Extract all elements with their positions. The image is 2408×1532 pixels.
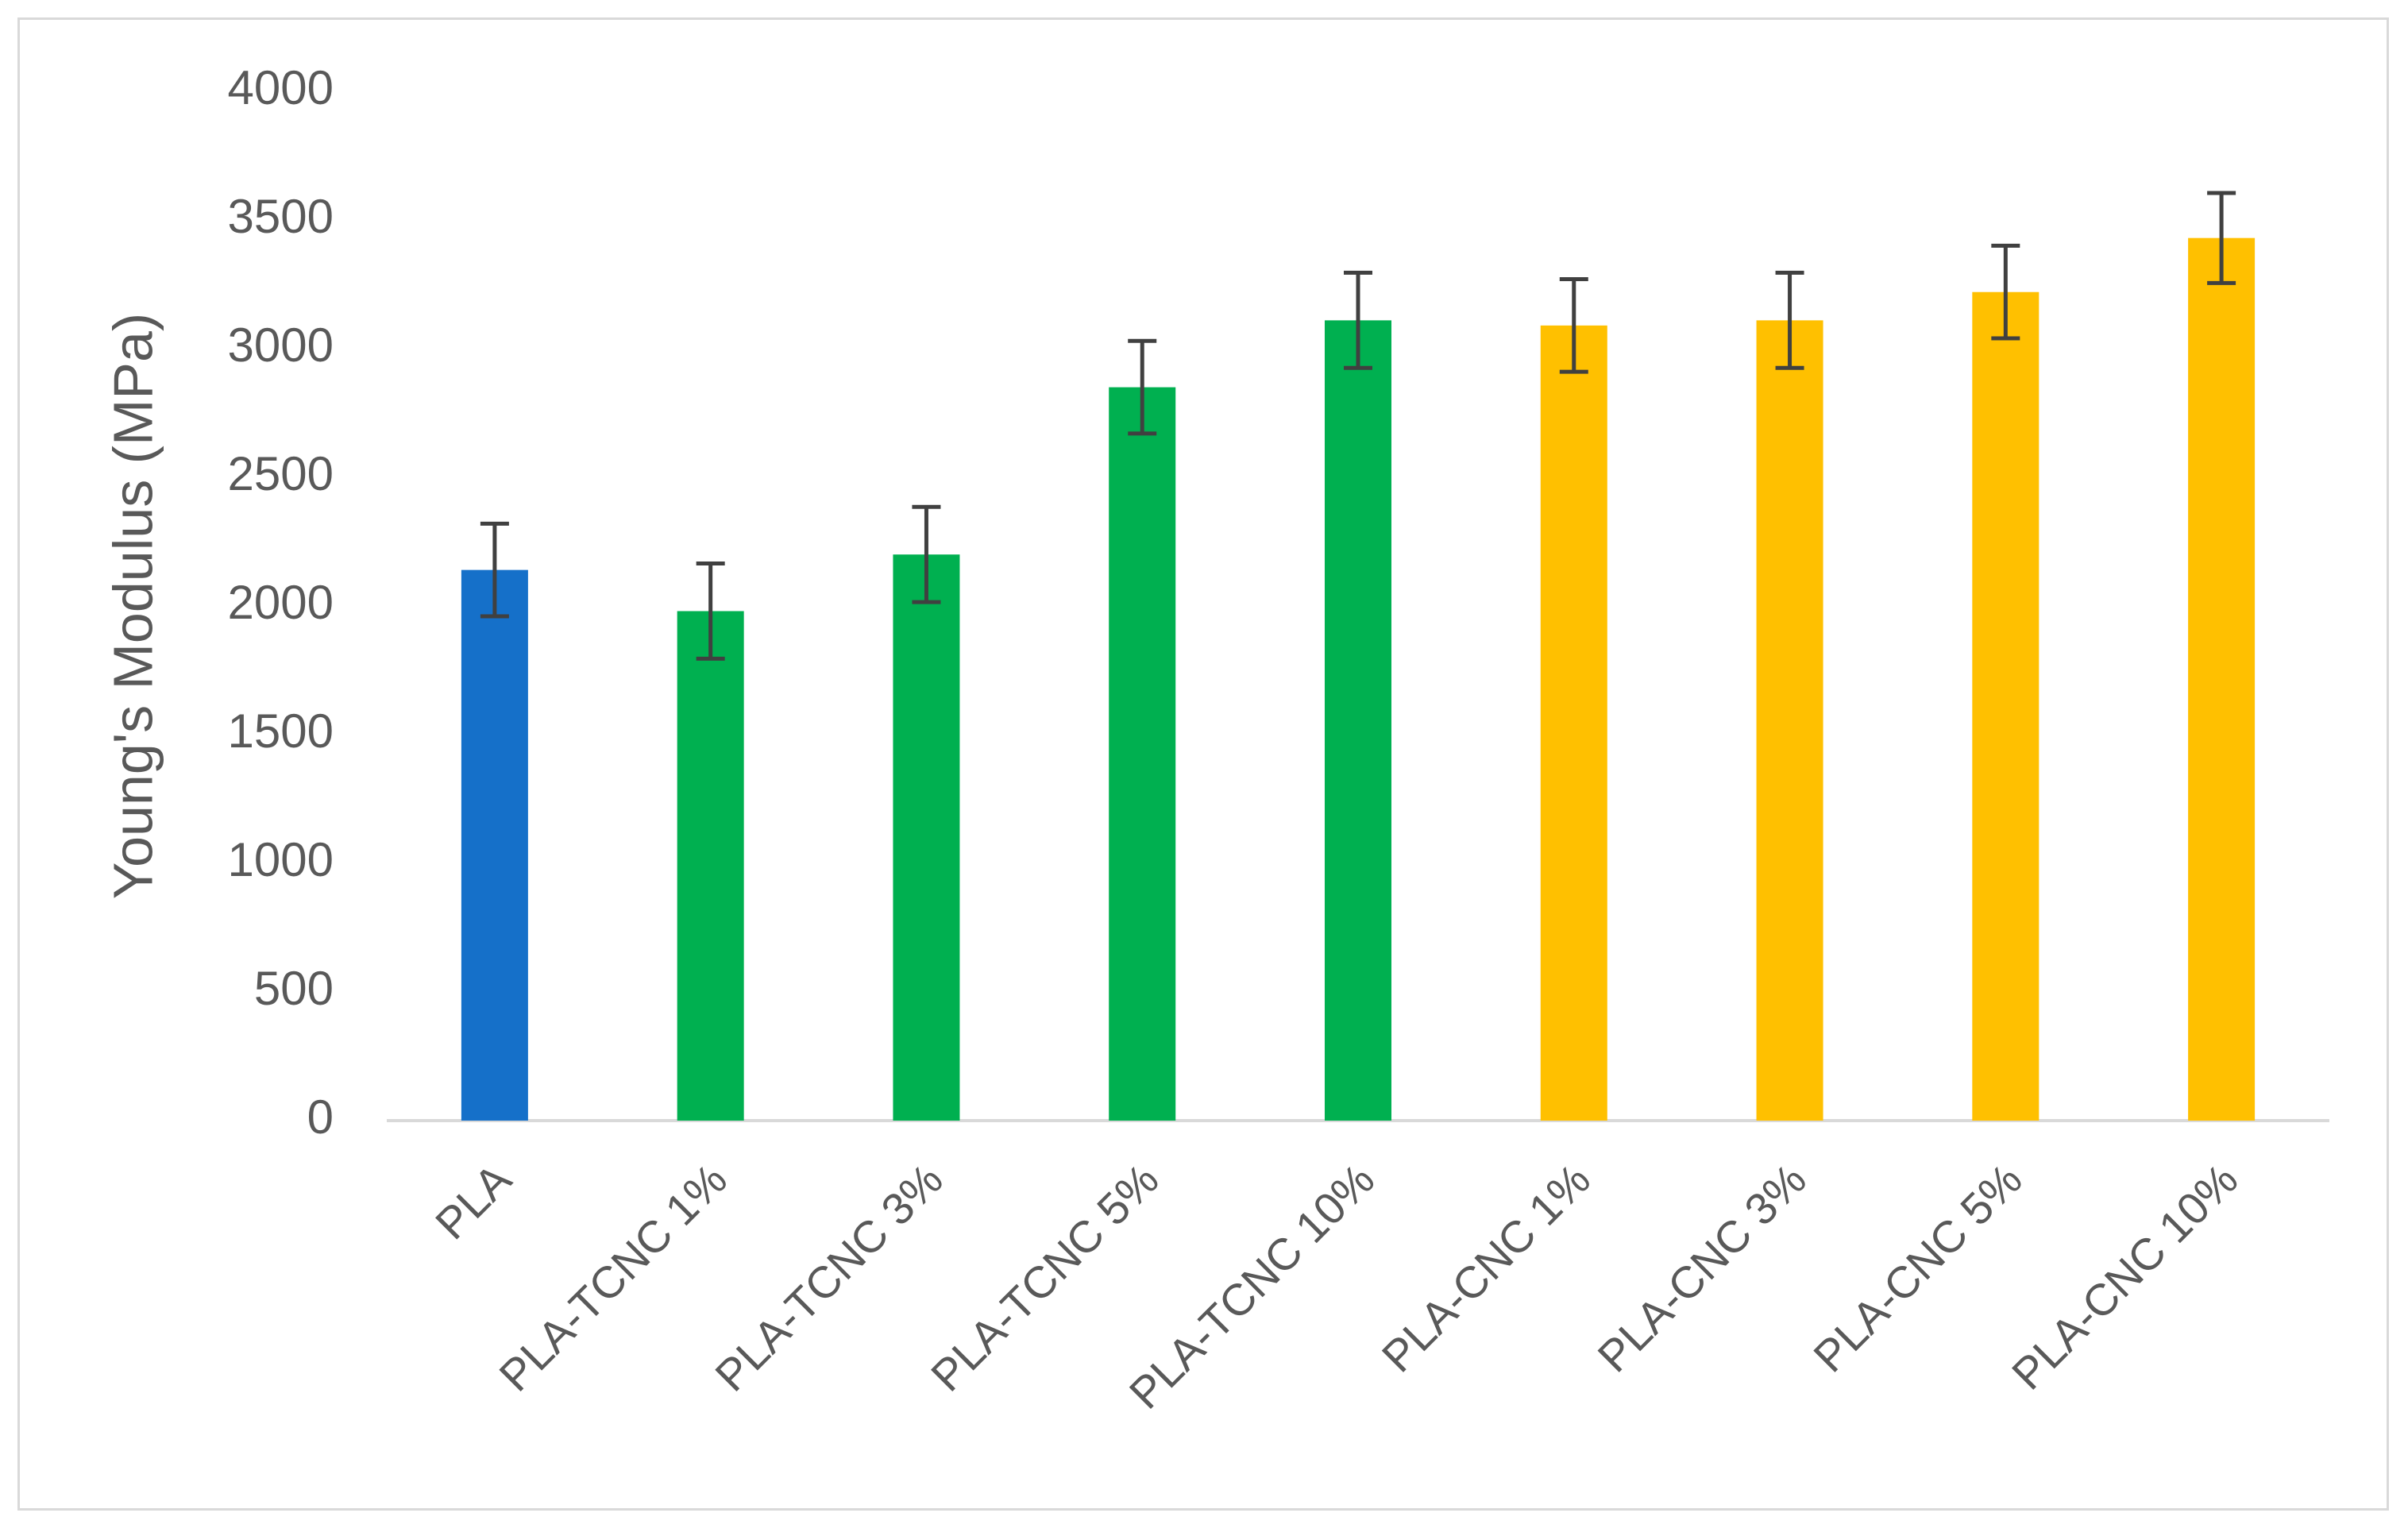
bar (1972, 291, 2039, 1121)
bar (893, 554, 960, 1121)
y-tick-label: 0 (307, 1090, 334, 1144)
bar (461, 569, 528, 1121)
error-bars-group (480, 191, 2236, 661)
bar-chart: Young's Modulus (MPa) 0 500 1000 1500 2000 25… (102, 61, 2329, 1418)
y-tick-label: 1500 (228, 704, 334, 758)
y-tick-label: 4000 (228, 61, 334, 114)
x-tick-label: PLA-CNC 5% (1804, 1154, 2032, 1382)
bar (2188, 237, 2256, 1121)
y-tick-label: 1000 (228, 833, 334, 886)
x-tick-label: PLA-CNC 10% (2002, 1154, 2248, 1399)
x-tick-label: PLA-TCNC 3% (705, 1154, 952, 1401)
x-tick-label: PLA-TCNC 5% (921, 1154, 1168, 1401)
x-tick-label: PLA-CNC 3% (1588, 1154, 1816, 1382)
y-tick-label: 3500 (228, 190, 334, 243)
y-tick-label: 2500 (228, 447, 334, 500)
y-tick-label: 3000 (228, 318, 334, 372)
x-tick-label: PLA-TCNC 1% (489, 1154, 736, 1401)
bar (677, 611, 744, 1121)
bar (1109, 387, 1176, 1121)
bars-group (461, 237, 2256, 1121)
y-axis-title: Young's Modulus (MPa) (102, 313, 164, 899)
bar (1325, 320, 1391, 1121)
bar (1540, 325, 1607, 1121)
y-tick-label: 2000 (228, 576, 334, 629)
y-axis-ticks: 0 500 1000 1500 2000 2500 3000 3500 4000 (228, 61, 334, 1144)
y-tick-label: 500 (254, 962, 334, 1015)
x-tick-label: PLA-CNC 1% (1372, 1154, 1600, 1382)
bar (1756, 320, 1823, 1121)
chart-frame: Young's Modulus (MPa) 0 500 1000 1500 2000 25… (17, 17, 2389, 1511)
x-tick-label: PLA (426, 1153, 521, 1248)
